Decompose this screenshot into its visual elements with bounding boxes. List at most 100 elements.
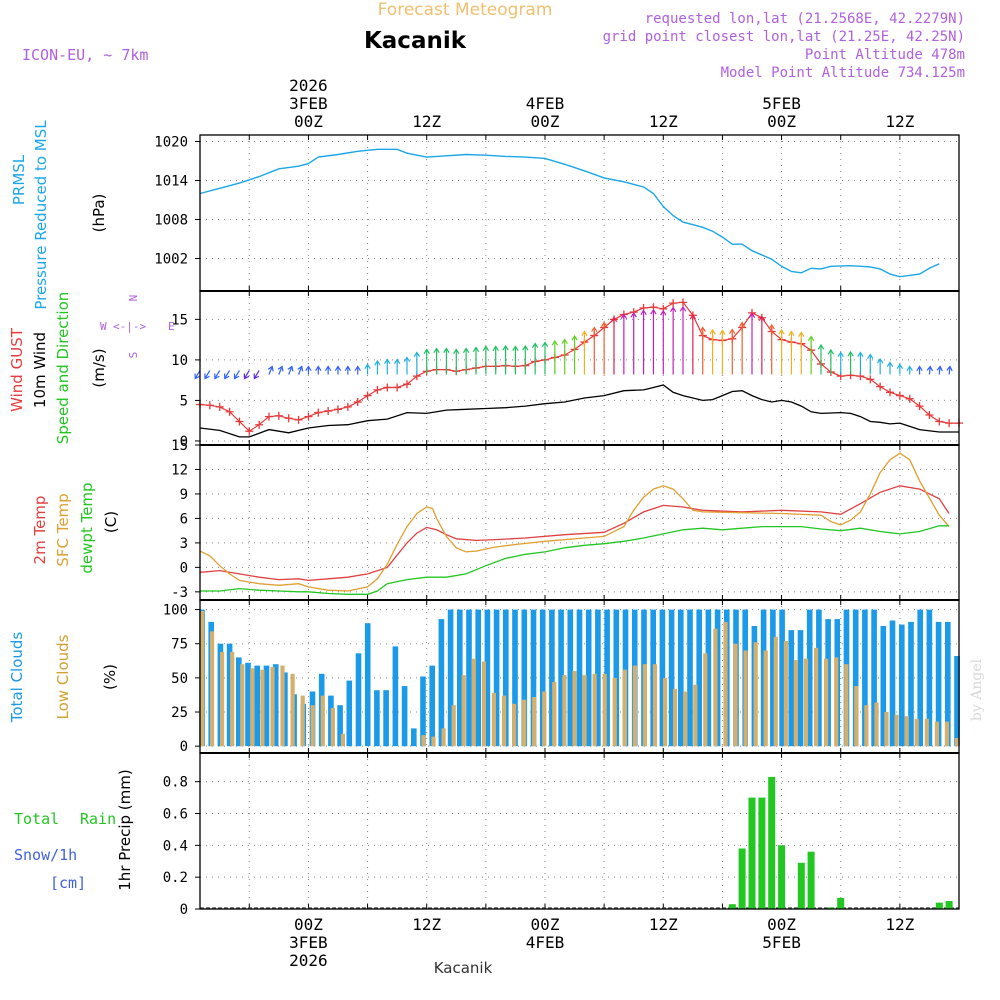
low-clouds-bar [864,705,869,747]
low-clouds-bar [421,735,426,747]
snow-label: Snow/1h [14,846,77,864]
low-clouds-bar [733,643,738,747]
wind-arrow [288,366,293,375]
low-clouds-bar [562,675,567,747]
wind-arrow-head [541,341,549,348]
wind-arrow-head [551,339,559,346]
total-clouds-bar [696,609,702,747]
total-clouds-bar [392,646,399,747]
location-name: Kacanik [364,28,467,54]
low-clouds-bar [954,738,960,747]
total-clouds-bar [954,656,960,747]
total-clouds-bar [493,609,500,747]
total-clouds-bar [457,609,463,747]
wind-arrow-head [788,330,795,337]
wind-speed-line [199,384,959,438]
gust-marker [294,415,303,424]
wind-arrow-head [640,309,647,316]
wind-arrow-head [492,345,499,352]
chart-title: Forecast Meteogram [378,0,553,20]
low-clouds-bar [220,651,225,747]
wind-arrow-head [233,373,240,380]
gust-marker [383,383,392,392]
wind-arrow-head [277,365,284,372]
precip-bar [935,902,943,909]
precip-axis-label: 1hr Precip (mm) [116,769,134,890]
total-clouds-bar [871,609,877,747]
compass-east: E [168,320,175,333]
wind-arrow-head [837,351,844,358]
precip-labels: Total Rain Snow/1h [cm] 1hr Precip (mm) [14,769,134,892]
wind-arrow-head [522,344,529,351]
precip-bar [738,848,746,909]
gust-marker [265,412,273,421]
wind-arrow-head [571,334,578,341]
low-clouds-bar [501,695,507,747]
gust-marker [334,405,342,414]
wind-arrow-head [413,351,421,358]
gust-marker [945,419,954,428]
wind-gust-line [199,301,959,432]
wind-arrow-head [443,347,450,354]
wind-arrow-head [364,363,371,370]
low-clouds-bar [642,664,647,747]
low-clouds-bar [763,650,768,747]
wind-arrow-head [817,343,825,350]
low-clouds-bar [874,702,879,747]
low-clouds-bar [904,716,909,747]
wind-arrow-head [857,351,864,358]
wind-arrow-head [669,306,677,313]
low-clouds-bar [471,658,476,747]
low-clouds-bar [320,695,325,747]
watermark: by Angel [969,658,985,721]
low-clouds-bar [270,666,275,747]
wind-arrow-head [729,328,736,335]
total-clouds-bar [429,665,435,747]
wind-frame [199,290,960,446]
compass-ew-arrow: <-|-> [113,320,146,333]
precip-ytick-label: 0.4 [163,838,188,854]
total-clouds-bar [364,623,371,747]
clouds-unit: (%) [101,664,119,690]
total-clouds-bar [512,609,518,747]
total-clouds-bar [226,643,233,747]
wind-arrow [253,370,260,379]
bottom-time-label: 2026 [289,951,328,970]
total-clouds-bar [595,609,601,747]
total-clouds-bar [374,690,380,747]
low-clouds-bar [854,686,859,747]
temp-ytick-label: 9 [180,487,188,503]
wind-arrow-head [224,373,230,380]
precip-bar [748,797,756,909]
low-clouds-bar [240,664,245,747]
gust-marker [925,411,934,420]
low-clouds-bar [542,691,547,747]
temp-2m-line [199,485,950,582]
wind-gust-label: Wind GUST [8,327,26,412]
wind-arrow-head [807,335,815,342]
wind-arrow-head [876,357,884,364]
precip-ytick-label: 0.2 [163,870,188,886]
cloud-labels: Total Clouds Low Clouds (%) [8,632,119,724]
total-clouds-bar [770,609,776,747]
gust-marker [403,380,411,389]
low-clouds-bar [431,736,436,747]
low-clouds-bar [582,675,587,747]
total-clouds-bar [282,672,288,747]
total-clouds-bar [945,621,951,747]
top-time-label: 00Z [767,112,796,131]
total-clouds-bar [337,705,343,747]
low-clouds-bar [522,699,527,747]
total-clouds-bar [806,609,813,747]
total-clouds-bar [447,609,454,747]
gust-marker [669,299,678,308]
total-clouds-bar [585,609,592,747]
model-label: ICON-EU, ~ 7km [22,46,148,64]
wind-arrow-head [453,348,460,355]
precip-ytick-label: 0.6 [163,806,188,822]
speed-direction-label: Speed and Direction [54,292,72,445]
gust-marker [215,402,224,411]
total-clouds-bar [401,686,408,747]
low-clouds-bar [441,728,446,747]
dewpt-temp-label: dewpt Temp [78,482,96,573]
